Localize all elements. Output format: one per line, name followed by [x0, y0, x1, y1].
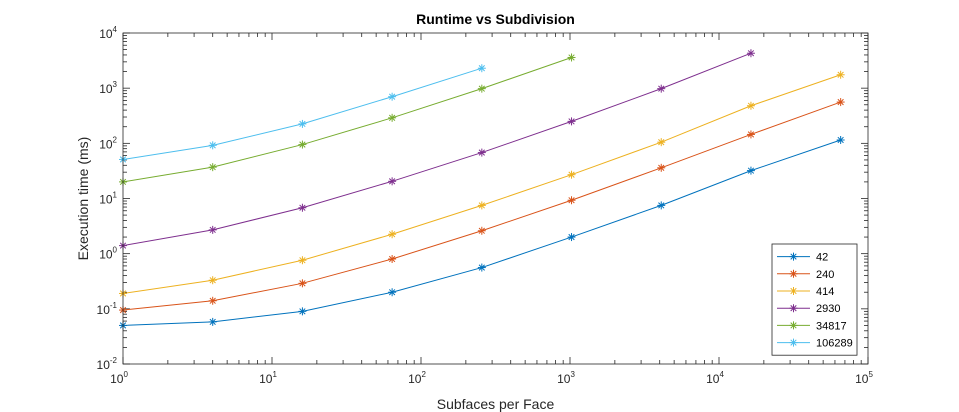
- data-point: [477, 64, 486, 73]
- legend-marker: [789, 338, 798, 347]
- data-point: [208, 317, 217, 326]
- x-tick-label: 104: [706, 370, 724, 386]
- data-point: [746, 101, 755, 110]
- legend-item: 106289: [777, 338, 853, 350]
- legend-label: 2930: [816, 303, 840, 315]
- data-point: [388, 92, 397, 101]
- x-tick-label: 100: [110, 370, 128, 386]
- series-240: [119, 98, 845, 315]
- data-point: [746, 130, 755, 139]
- tick-labels: 100 101 102 103 104 105 10-2 10-1 100 101 102 103 10…: [97, 25, 874, 386]
- data-point: [298, 203, 307, 212]
- legend-item: 34817: [777, 320, 847, 332]
- data-point: [657, 201, 666, 210]
- x-axis-title: Subfaces per Face: [437, 396, 555, 412]
- plot-box: [122, 32, 869, 365]
- x-tick-label: 101: [259, 370, 277, 386]
- data-point: [208, 296, 217, 305]
- legend-marker: [789, 269, 798, 278]
- y-tick-label: 101: [99, 191, 117, 207]
- x-tick-label: 102: [408, 370, 426, 386]
- series-106289: [119, 64, 486, 164]
- ticks: [122, 32, 869, 365]
- data-point: [298, 279, 307, 288]
- data-point: [746, 166, 755, 175]
- data-point: [477, 148, 486, 157]
- y-tick-label: 102: [99, 135, 117, 151]
- legend-label: 106289: [816, 338, 853, 350]
- y-tick-label: 10-1: [97, 301, 118, 317]
- y-tick-label: 103: [99, 80, 117, 96]
- y-tick-label: 100: [99, 246, 117, 262]
- data-point: [477, 201, 486, 210]
- data-point: [567, 117, 576, 126]
- data-point: [746, 49, 755, 58]
- legend-item: 2930: [777, 303, 840, 315]
- x-tick-label: 103: [557, 370, 575, 386]
- data-point: [298, 140, 307, 149]
- legend-item: 42: [777, 252, 828, 264]
- data-point: [208, 163, 217, 172]
- data-point: [298, 256, 307, 265]
- y-axis-title: Execution time (ms): [75, 137, 91, 261]
- series-line: [122, 57, 572, 183]
- legend-marker: [789, 252, 798, 261]
- data-point: [208, 141, 217, 150]
- data-point: [567, 53, 576, 62]
- x-tick-label: 105: [855, 370, 873, 386]
- data-point: [388, 288, 397, 297]
- legend-item: 240: [777, 269, 834, 281]
- data-point: [388, 255, 397, 264]
- data-point: [836, 135, 845, 144]
- data-point: [836, 98, 845, 107]
- chart-title: Runtime vs Subdivision: [416, 11, 575, 27]
- data-point: [388, 230, 397, 239]
- plot-area: [123, 33, 868, 364]
- legend-label: 34817: [816, 320, 847, 332]
- data-point: [657, 163, 666, 172]
- data-point: [208, 225, 217, 234]
- series-414: [119, 70, 845, 298]
- legend-box: [771, 243, 858, 356]
- data-point: [388, 113, 397, 122]
- data-point: [567, 196, 576, 205]
- legend-label: 42: [816, 252, 828, 264]
- data-point: [298, 307, 307, 316]
- data-point: [657, 84, 666, 93]
- legend-marker: [789, 304, 798, 313]
- legend-label: 414: [816, 286, 834, 298]
- data-point: [298, 119, 307, 128]
- data-point: [836, 70, 845, 79]
- data-point: [388, 177, 397, 186]
- data-point: [477, 84, 486, 93]
- data-point: [208, 276, 217, 285]
- legend-item: 414: [777, 286, 834, 298]
- data-point: [657, 138, 666, 147]
- data-point: [477, 226, 486, 235]
- data-point: [477, 263, 486, 272]
- y-tick-label: 104: [99, 25, 117, 41]
- series-line: [122, 52, 752, 247]
- series-42: [119, 135, 845, 330]
- legend-marker: [789, 321, 798, 330]
- legend: 42 240 414 2930 34817 106289: [771, 243, 858, 356]
- data-point: [567, 233, 576, 242]
- legend-marker: [789, 287, 798, 295]
- legend-label: 240: [816, 269, 834, 281]
- data-point: [567, 170, 576, 179]
- series-layer: [119, 49, 845, 330]
- y-tick-label: 10-2: [97, 356, 118, 372]
